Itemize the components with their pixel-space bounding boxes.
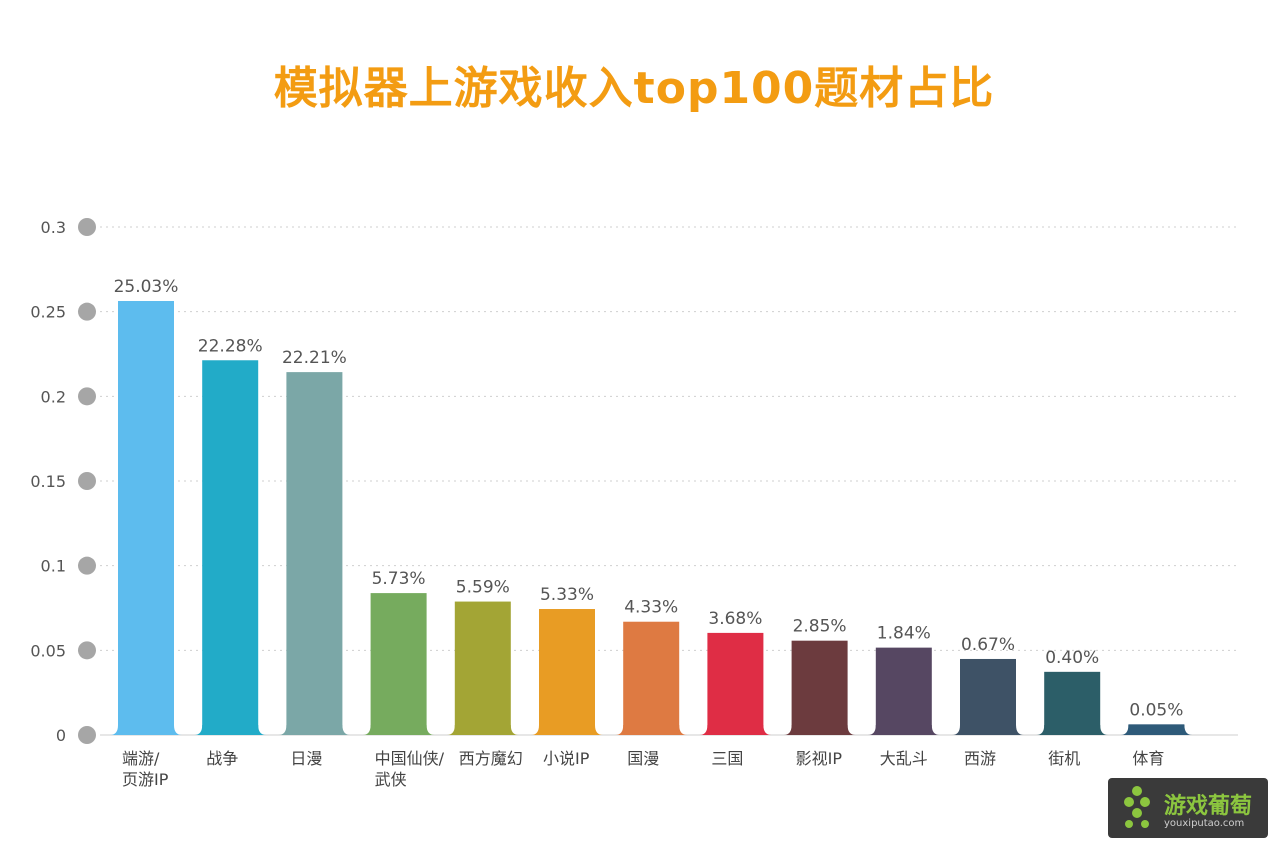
bar: [707, 632, 764, 735]
bar: [1044, 671, 1101, 735]
category-label: 中国仙侠/: [375, 749, 445, 768]
bar: [370, 593, 427, 735]
data-label: 0.67%: [961, 635, 1015, 655]
bar: [454, 601, 511, 735]
category-label: 小说IP: [543, 749, 590, 768]
data-label: 22.21%: [282, 348, 347, 368]
ytick-marker: [78, 387, 96, 406]
ytick-marker: [78, 641, 96, 660]
ytick-marker: [78, 302, 96, 321]
logo-name: 游戏葡萄: [1164, 794, 1253, 819]
bar-base: [194, 725, 267, 735]
grape-icon: [1124, 786, 1150, 828]
category-label: 西游: [964, 749, 996, 768]
category-label: 三国: [711, 749, 743, 768]
bar: [960, 658, 1016, 735]
category-label: 体育: [1132, 749, 1164, 768]
data-label: 0.40%: [1045, 648, 1099, 668]
ytick-marker: [78, 726, 96, 744]
ytick-label: 0.2: [41, 387, 66, 406]
brand-logo: 游戏葡萄 youxiputao.com: [1108, 778, 1268, 838]
bar-base: [531, 725, 603, 735]
bar: [791, 640, 848, 735]
bar-base: [783, 725, 856, 735]
ytick-marker: [78, 472, 96, 490]
ytick-label: 0: [56, 726, 66, 745]
bar: [118, 300, 174, 735]
logo-url: youxiputao.com: [1164, 818, 1245, 829]
data-label: 1.84%: [877, 624, 931, 644]
ytick-label: 0.1: [41, 557, 66, 576]
bar: [202, 360, 259, 735]
category-label: 端游/: [122, 749, 160, 768]
category-label: 国漫: [627, 749, 659, 768]
bar-base: [278, 725, 351, 735]
bar: [875, 647, 932, 735]
ytick-label: 0.25: [30, 303, 66, 322]
data-label: 4.33%: [624, 598, 678, 618]
chart-title: 模拟器上游戏收入top100题材占比: [273, 63, 995, 114]
data-label: 5.73%: [372, 569, 426, 589]
data-label: 25.03%: [114, 277, 179, 297]
ytick-label: 0.05: [30, 641, 66, 660]
category-label: 大乱斗: [880, 749, 928, 768]
category-label: 页游IP: [122, 770, 169, 789]
bar-base: [699, 725, 772, 735]
ytick-label: 0.3: [41, 218, 66, 237]
ytick-marker: [78, 556, 96, 575]
data-label: 3.68%: [708, 609, 762, 629]
data-label: 5.59%: [456, 578, 510, 598]
bar-base: [446, 725, 519, 735]
bar-base: [867, 725, 940, 735]
category-label: 战争: [206, 749, 238, 768]
bar: [286, 372, 343, 735]
bar-base: [952, 725, 1024, 735]
category-label: 武侠: [375, 770, 407, 789]
bar-base: [362, 725, 435, 735]
data-label: 0.05%: [1129, 700, 1183, 720]
bar-base: [110, 725, 182, 735]
category-label: 西方魔幻: [459, 749, 523, 768]
ytick-label: 0.15: [30, 472, 66, 491]
ytick-marker: [78, 218, 96, 236]
category-label: 日漫: [290, 749, 322, 768]
data-label: 22.28%: [198, 336, 263, 356]
category-label: 影视IP: [796, 749, 843, 768]
bar-base: [615, 725, 688, 735]
data-label: 5.33%: [540, 585, 594, 605]
bar: [623, 621, 680, 735]
bar-base: [1036, 725, 1109, 735]
bar: [539, 609, 595, 735]
bar-base: [1120, 725, 1193, 735]
category-label: 街机: [1048, 749, 1080, 768]
data-label: 2.85%: [793, 617, 847, 637]
